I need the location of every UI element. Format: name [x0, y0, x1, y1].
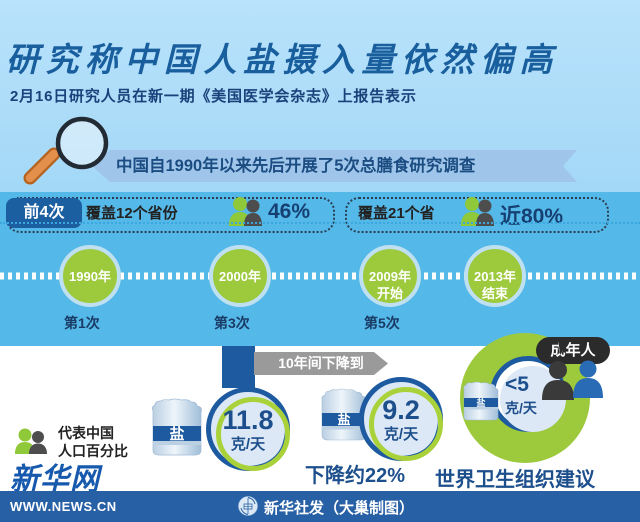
svg-text:盐: 盐 — [337, 412, 350, 427]
svg-text:盐: 盐 — [476, 397, 485, 408]
svg-text:盐: 盐 — [169, 425, 184, 443]
